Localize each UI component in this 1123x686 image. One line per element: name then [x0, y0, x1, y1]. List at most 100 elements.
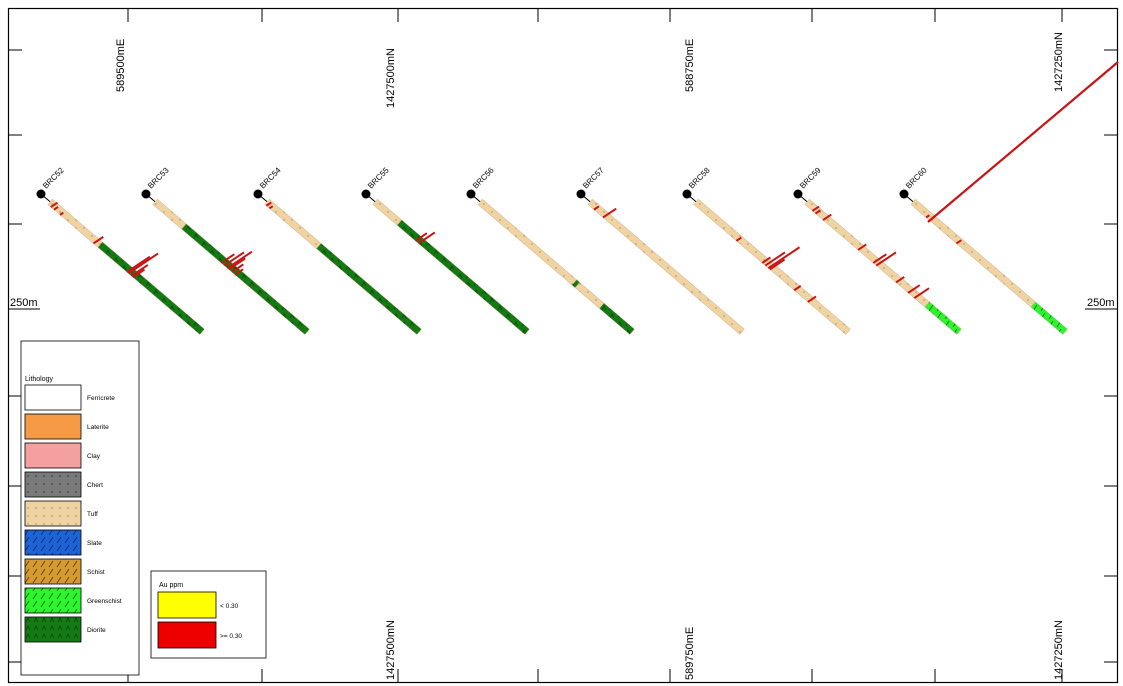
- lithology-interval-diorite: [316, 243, 422, 335]
- au-legend-title: Au ppm: [159, 582, 183, 589]
- legend-label-diorite: Diorite: [87, 627, 106, 634]
- legend-swatch-slate: [24, 529, 82, 556]
- collar-marker: [253, 189, 263, 199]
- lithology-interval-diorite: [599, 302, 635, 335]
- lithology-interval-greenschist: [924, 301, 962, 335]
- hole-label: BRC55: [366, 165, 391, 190]
- legend-swatch-greenschist: [24, 587, 82, 614]
- hole-label: BRC54: [258, 165, 283, 190]
- hole-label: BRC60: [904, 165, 929, 190]
- legend-swatch-clay: [24, 442, 82, 469]
- hole-label: BRC58: [687, 165, 712, 190]
- grid-label-top-1: 589500mE: [115, 39, 127, 92]
- au-assay-bar: [53, 206, 59, 211]
- au-assay-bar: [268, 205, 274, 210]
- au-assay-bar: [793, 285, 802, 292]
- drill-hole-brc55: BRC55: [361, 165, 530, 335]
- au-assay-bar: [735, 236, 742, 242]
- au-assay-bar: [417, 231, 436, 245]
- grid-label-bottom-2: 589750mE: [684, 627, 696, 680]
- au-assay-bar: [875, 251, 897, 267]
- legend-label-laterite: Laterite: [87, 424, 109, 431]
- collar-marker: [361, 189, 371, 199]
- legend-label-schist: Schist: [87, 569, 105, 576]
- au-assay-bar: [127, 252, 159, 275]
- au-assay-bar: [234, 268, 244, 276]
- au-assay-bar: [223, 251, 245, 267]
- au-assay-bar: [955, 239, 962, 245]
- legend-swatch-laterite: [24, 413, 82, 440]
- lithology-interval-tuff: [587, 198, 745, 335]
- collar-marker: [576, 189, 586, 199]
- grid-label-top-3: 588750mE: [684, 39, 696, 92]
- au-swatch-high: [157, 621, 217, 649]
- legend-label-greenschist: Greenschist: [87, 598, 122, 605]
- au-assay-bar: [822, 213, 832, 221]
- grid-label-bottom-3: 1427250mN: [1053, 620, 1065, 680]
- lithology-interval-tuff: [47, 198, 103, 248]
- scale-label-left: 250m: [10, 297, 38, 309]
- lithology-interval-greenschist: [1030, 301, 1068, 335]
- collar-marker: [466, 189, 476, 199]
- lithology-interval-tuff: [910, 198, 1036, 308]
- hole-label: BRC56: [471, 165, 496, 190]
- au-assay-bar: [130, 264, 149, 277]
- legend-label-chert: Chert: [87, 482, 103, 489]
- collar-marker: [141, 189, 151, 199]
- au-assay-bar: [602, 207, 617, 219]
- lithology-interval-tuff: [372, 198, 402, 226]
- grid-label-top-4: 1427250mN: [1053, 32, 1065, 92]
- map-frame: [7, 7, 1119, 684]
- au-label-low: < 0.30: [220, 603, 239, 610]
- grid-label-top-2: 1427500mN: [385, 48, 397, 108]
- au-assay-bar: [925, 214, 930, 219]
- au-assay-bar: [764, 251, 786, 267]
- collar-marker: [36, 189, 46, 199]
- au-assay-bar: [857, 243, 867, 251]
- au-assay-bar: [228, 257, 246, 271]
- au-assay-bar: [593, 205, 600, 211]
- lithology-legend: Lithology Ferricrete Laterite Clay Chert Tuf…: [20, 340, 140, 676]
- drill-hole-brc56: BRC56: [466, 165, 635, 335]
- drill-hole-brc53: BRC53: [141, 165, 310, 335]
- legend-swatch-chert: [24, 471, 82, 498]
- legend-swatch-schist: [24, 558, 82, 585]
- lithology-interval-diorite: [181, 223, 310, 335]
- drill-holes: BRC52 BRC53 BRC54 BRC55 BRC56 BRC57 BRC58 BRC59…: [36, 61, 1119, 335]
- au-assay-bar: [132, 268, 146, 279]
- drill-hole-brc60: BRC60: [899, 61, 1119, 335]
- lithology-interval-diorite: [396, 219, 530, 335]
- au-assay-bar: [50, 201, 59, 208]
- au-assay-bar: [913, 287, 930, 299]
- hole-label: BRC52: [41, 165, 66, 190]
- legend-swatch-diorite: [24, 616, 82, 643]
- drill-hole-brc58: BRC58: [682, 165, 851, 335]
- drill-hole-brc52: BRC52: [36, 165, 205, 335]
- collar-marker: [682, 189, 692, 199]
- lithology-interval-tuff: [264, 198, 322, 249]
- collar-marker: [793, 189, 803, 199]
- hole-label: BRC59: [798, 165, 823, 190]
- au-assay-bar: [769, 258, 786, 271]
- au-assay-bar: [807, 295, 817, 303]
- au-label-high: >= 0.30: [220, 633, 242, 640]
- hole-label: BRC57: [581, 165, 606, 190]
- au-assay-bar: [761, 256, 772, 264]
- scale-label-right: 250m: [1087, 297, 1115, 309]
- lithology-interval-tuff: [477, 198, 605, 309]
- au-assay-bar: [907, 284, 921, 294]
- legend-swatch-ferricrete: [24, 384, 82, 411]
- legend-swatch-tuff: [24, 500, 82, 527]
- au-assay-bar: [92, 236, 104, 245]
- hole-label: BRC53: [146, 165, 171, 190]
- au-assay-bar: [265, 201, 272, 207]
- lithology-interval-tuff: [152, 198, 187, 230]
- au-assay-bar: [126, 255, 151, 273]
- au-assay-bar: [226, 250, 253, 269]
- legend-label-ferricrete: Ferricrete: [87, 395, 115, 402]
- legend-label-clay: Clay: [87, 453, 101, 460]
- au-legend: Au ppm < 0.30 >= 0.30: [150, 570, 267, 659]
- lithology-interval-diorite: [97, 241, 205, 335]
- au-assay-bar: [767, 246, 801, 269]
